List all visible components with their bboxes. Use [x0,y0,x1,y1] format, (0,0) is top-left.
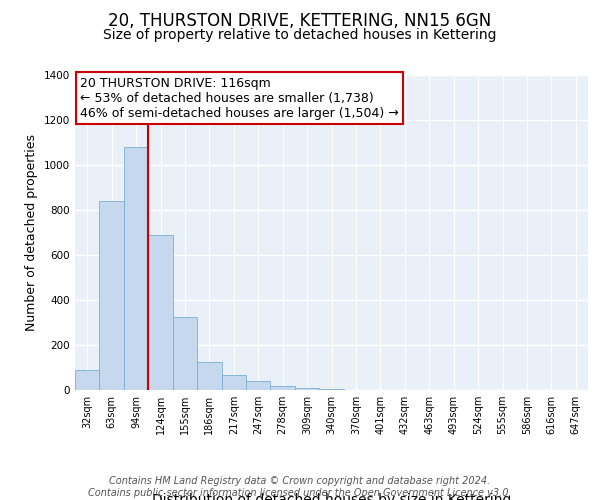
Bar [319,389,344,390]
Bar [221,376,246,390]
Bar [246,381,271,390]
Bar [173,317,197,390]
Bar [197,362,221,390]
X-axis label: Distribution of detached houses by size in Kettering: Distribution of detached houses by size … [152,492,511,500]
Bar [271,386,295,390]
Bar [100,201,124,390]
Bar [295,388,319,390]
Bar [75,370,100,390]
Text: 20, THURSTON DRIVE, KETTERING, NN15 6GN: 20, THURSTON DRIVE, KETTERING, NN15 6GN [109,12,491,30]
Text: 20 THURSTON DRIVE: 116sqm
← 53% of detached houses are smaller (1,738)
46% of se: 20 THURSTON DRIVE: 116sqm ← 53% of detac… [80,76,399,120]
Bar [148,235,173,390]
Bar [124,147,148,390]
Y-axis label: Number of detached properties: Number of detached properties [25,134,38,331]
Text: Size of property relative to detached houses in Kettering: Size of property relative to detached ho… [103,28,497,42]
Text: Contains HM Land Registry data © Crown copyright and database right 2024.
Contai: Contains HM Land Registry data © Crown c… [88,476,512,498]
